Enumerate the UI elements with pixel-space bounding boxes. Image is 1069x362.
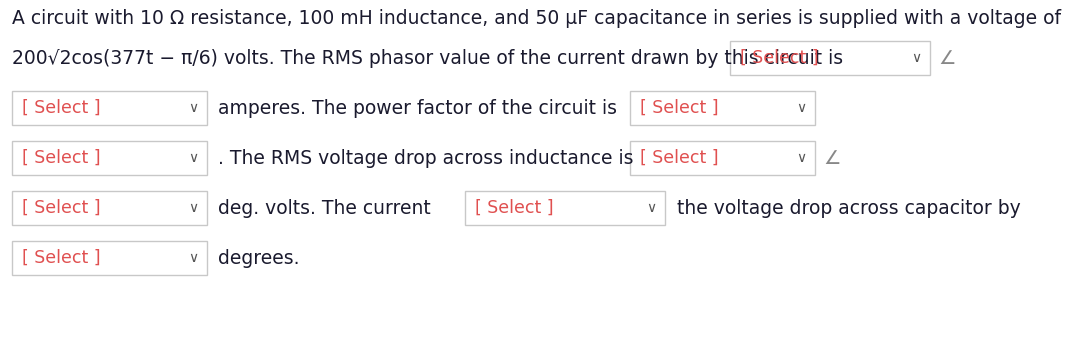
Text: deg. volts. The current: deg. volts. The current <box>218 198 431 218</box>
Text: [ Select ]: [ Select ] <box>22 199 100 217</box>
Text: ∨: ∨ <box>796 101 806 115</box>
Text: ∠: ∠ <box>823 148 840 168</box>
Text: 200√2cos(377t − π/6) volts. The RMS phasor value of the current drawn by this ci: 200√2cos(377t − π/6) volts. The RMS phas… <box>12 49 843 67</box>
Text: ∠: ∠ <box>938 49 956 67</box>
Text: . The RMS voltage drop across inductance is: . The RMS voltage drop across inductance… <box>218 148 634 168</box>
FancyBboxPatch shape <box>12 241 207 275</box>
FancyBboxPatch shape <box>630 141 815 175</box>
Text: ∨: ∨ <box>188 201 198 215</box>
Text: [ Select ]: [ Select ] <box>640 149 718 167</box>
FancyBboxPatch shape <box>730 41 930 75</box>
Text: degrees.: degrees. <box>218 248 299 268</box>
Text: A circuit with 10 Ω resistance, 100 mH inductance, and 50 µF capacitance in seri: A circuit with 10 Ω resistance, 100 mH i… <box>12 8 1062 28</box>
Text: [ Select ]: [ Select ] <box>475 199 554 217</box>
Text: amperes. The power factor of the circuit is: amperes. The power factor of the circuit… <box>218 98 617 118</box>
Text: [ Select ]: [ Select ] <box>22 149 100 167</box>
Text: ∨: ∨ <box>188 101 198 115</box>
Text: [ Select ]: [ Select ] <box>22 249 100 267</box>
Text: [ Select ]: [ Select ] <box>640 99 718 117</box>
FancyBboxPatch shape <box>12 191 207 225</box>
Text: the voltage drop across capacitor by: the voltage drop across capacitor by <box>677 198 1021 218</box>
Text: ∨: ∨ <box>646 201 656 215</box>
Text: ∨: ∨ <box>911 51 921 65</box>
Text: [ Select ]: [ Select ] <box>22 99 100 117</box>
Text: ∨: ∨ <box>188 151 198 165</box>
Text: [ Select ]: [ Select ] <box>740 49 819 67</box>
Text: ∨: ∨ <box>796 151 806 165</box>
Text: ∨: ∨ <box>188 251 198 265</box>
FancyBboxPatch shape <box>12 141 207 175</box>
FancyBboxPatch shape <box>465 191 665 225</box>
FancyBboxPatch shape <box>12 91 207 125</box>
FancyBboxPatch shape <box>630 91 815 125</box>
